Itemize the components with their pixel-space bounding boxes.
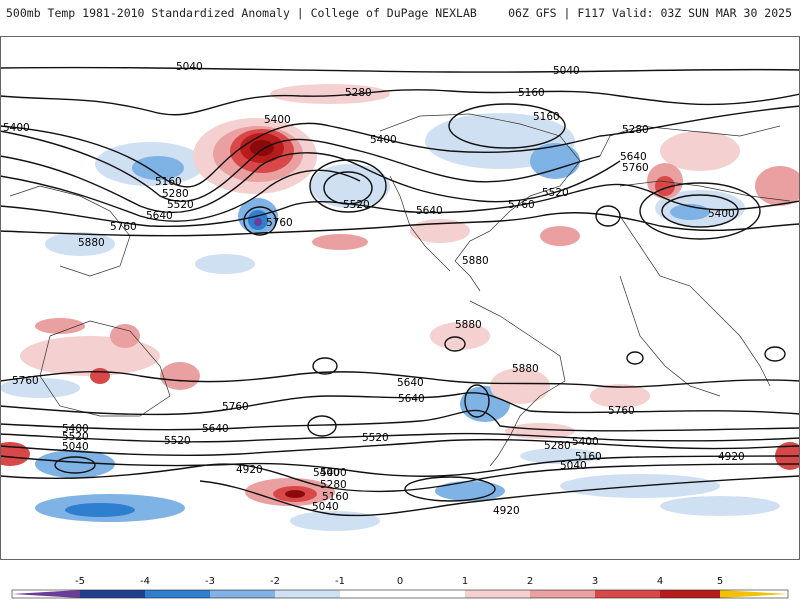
contour-label: 5760 (222, 401, 249, 413)
contour-label: 5640 (398, 393, 425, 405)
colorbar-segment (400, 590, 465, 598)
contour-label: 5400 (313, 467, 340, 479)
coastline-layer (9, 113, 791, 467)
colorbar-tick: -1 (335, 576, 345, 587)
contour-label: 5760 (12, 375, 39, 387)
contour-label: 5040 (553, 65, 580, 77)
contour-label: 5760 (608, 405, 635, 417)
contour-label: 5400 (708, 208, 735, 220)
contour-label: 5640 (620, 151, 647, 163)
contour-label: 5520 (542, 187, 569, 199)
contour-label: 5280 (320, 479, 347, 491)
colorbar-segment (465, 590, 530, 598)
contour-label: 5880 (455, 319, 482, 331)
contour-label: 5160 (575, 451, 602, 463)
contour-label: 5760 (110, 221, 137, 233)
contour-label: 5280 (345, 87, 372, 99)
contour-label: 5640 (146, 210, 173, 222)
colorbar-tick: 4 (657, 576, 663, 587)
contour-label: 5640 (397, 377, 424, 389)
contour-label: 5400 (572, 436, 599, 448)
map-title: 500mb Temp 1981-2010 Standardized Anomal… (6, 6, 477, 20)
contour-label: 5160 (533, 111, 560, 123)
contour-label: 5160 (518, 87, 545, 99)
contour-label: 4920 (493, 505, 520, 517)
contour-label: 5760 (508, 199, 535, 211)
colorbar-tick: 5 (717, 576, 723, 587)
anomaly-colorbar: -5 -4 -3 -2 -1 0 1 2 3 4 5 (11, 576, 789, 599)
contour-label: 5880 (78, 237, 105, 249)
contour-label: 4920 (236, 464, 263, 476)
contour-label: 5040 (560, 460, 587, 472)
contour-label: 5160 (322, 491, 349, 503)
contour-label: 5760 (266, 217, 293, 229)
colorbar-segment (660, 590, 720, 598)
colorbar-segment (145, 590, 210, 598)
colorbar-tick: 0 (397, 576, 403, 587)
colorbar-tick: -3 (205, 576, 215, 587)
contour-label: 5280 (544, 440, 571, 452)
colorbar-tick: -4 (140, 576, 150, 587)
map-header: 500mb Temp 1981-2010 Standardized Anomal… (0, 0, 800, 36)
colorbar-tick: -2 (270, 576, 280, 587)
contour-label: 5400 (320, 467, 347, 479)
contour-label: 5520 (362, 432, 389, 444)
colorbar-segment (80, 590, 145, 598)
contour-label: 5520 (167, 199, 194, 211)
colorbar-tick: 3 (592, 576, 598, 587)
contour-labels: 5040 5040 5280 5160 5160 5280 5400 5400 … (3, 61, 745, 517)
contour-label: 5040 (312, 501, 339, 513)
contour-label: 5520 (164, 435, 191, 447)
colorbar-warm-extreme (720, 590, 788, 598)
contour-label: 5640 (202, 423, 229, 435)
contour-label: 5280 (622, 124, 649, 136)
colorbar-tick: 1 (462, 576, 468, 587)
colorbar-ticks: -5 -4 -3 -2 -1 0 1 2 3 4 5 (75, 576, 723, 587)
contour-label: 5520 (343, 199, 370, 211)
contour-label: 4920 (718, 451, 745, 463)
contour-label: 5760 (622, 162, 649, 174)
contour-label: 5040 (62, 441, 89, 453)
colorbar-tick: 2 (527, 576, 533, 587)
contour-label: 5400 (264, 114, 291, 126)
contour-label: 5400 (370, 134, 397, 146)
contour-label: 5880 (512, 363, 539, 375)
colorbar-segment (530, 590, 595, 598)
contour-label: 5280 (162, 188, 189, 200)
contour-label: 5520 (62, 431, 89, 443)
contour-label: 5400 (3, 122, 30, 134)
height-contours (0, 66, 800, 517)
colorbar-segment (275, 590, 340, 598)
contour-label: 5880 (462, 255, 489, 267)
colorbar-segment (210, 590, 275, 598)
contour-label: 5040 (176, 61, 203, 73)
colorbar-segment (340, 590, 400, 598)
colorbar-segment (595, 590, 660, 598)
colorbar-tick: -5 (75, 576, 85, 587)
model-run-label: 06Z GFS | F117 Valid: 03Z SUN MAR 30 202… (508, 6, 792, 20)
anomaly-map: 5040 5040 5280 5160 5160 5280 5400 5400 … (0, 36, 800, 560)
colorbar-cold-extreme (12, 590, 80, 598)
contour-label: 5640 (416, 205, 443, 217)
contour-label: 5160 (155, 176, 182, 188)
contour-label: 5400 (62, 423, 89, 435)
